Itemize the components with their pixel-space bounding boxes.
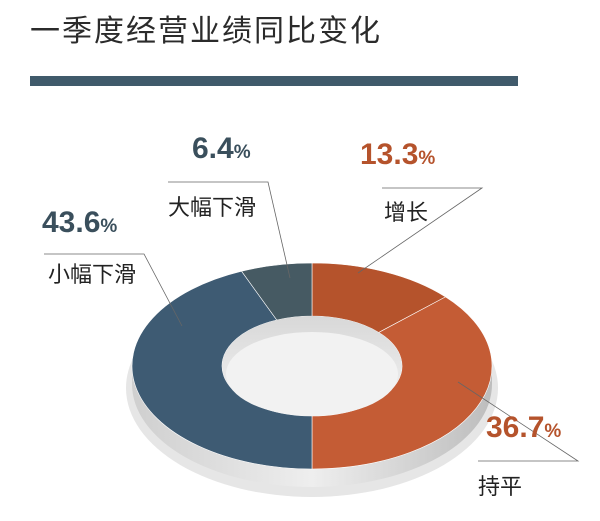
category-label-1: 持平 <box>478 475 522 500</box>
percent-sign-3: % <box>234 142 251 163</box>
percent-sign-1: % <box>544 421 561 442</box>
percent-label-0: 13.3% <box>360 138 435 171</box>
title-underline-bar <box>30 76 518 86</box>
donut-side-wall <box>132 366 492 487</box>
chart-title: 一季度经营业绩同比变化 <box>30 14 382 49</box>
percent-value-0: 13.3 <box>360 138 418 171</box>
leader-line-3 <box>168 181 291 279</box>
percent-label-3: 6.4% <box>192 132 251 165</box>
percent-sign-0: % <box>418 148 435 169</box>
category-label-0: 增长 <box>384 201 428 226</box>
category-label-3: 大幅下滑 <box>168 196 256 221</box>
percent-value-3: 6.4 <box>192 132 234 165</box>
leader-line-0 <box>357 187 484 274</box>
percent-label-2: 43.6% <box>42 206 117 239</box>
category-label-2: 小幅下滑 <box>48 263 136 288</box>
leader-line-1 <box>457 381 580 462</box>
percent-value-1: 36.7 <box>486 411 544 444</box>
donut-slice-3 <box>241 262 313 321</box>
percent-sign-2: % <box>100 216 117 237</box>
donut-hole-floor <box>226 332 398 416</box>
leader-line-2 <box>44 253 183 327</box>
percent-label-1: 36.7% <box>486 411 561 444</box>
percent-value-2: 43.6 <box>42 206 100 239</box>
